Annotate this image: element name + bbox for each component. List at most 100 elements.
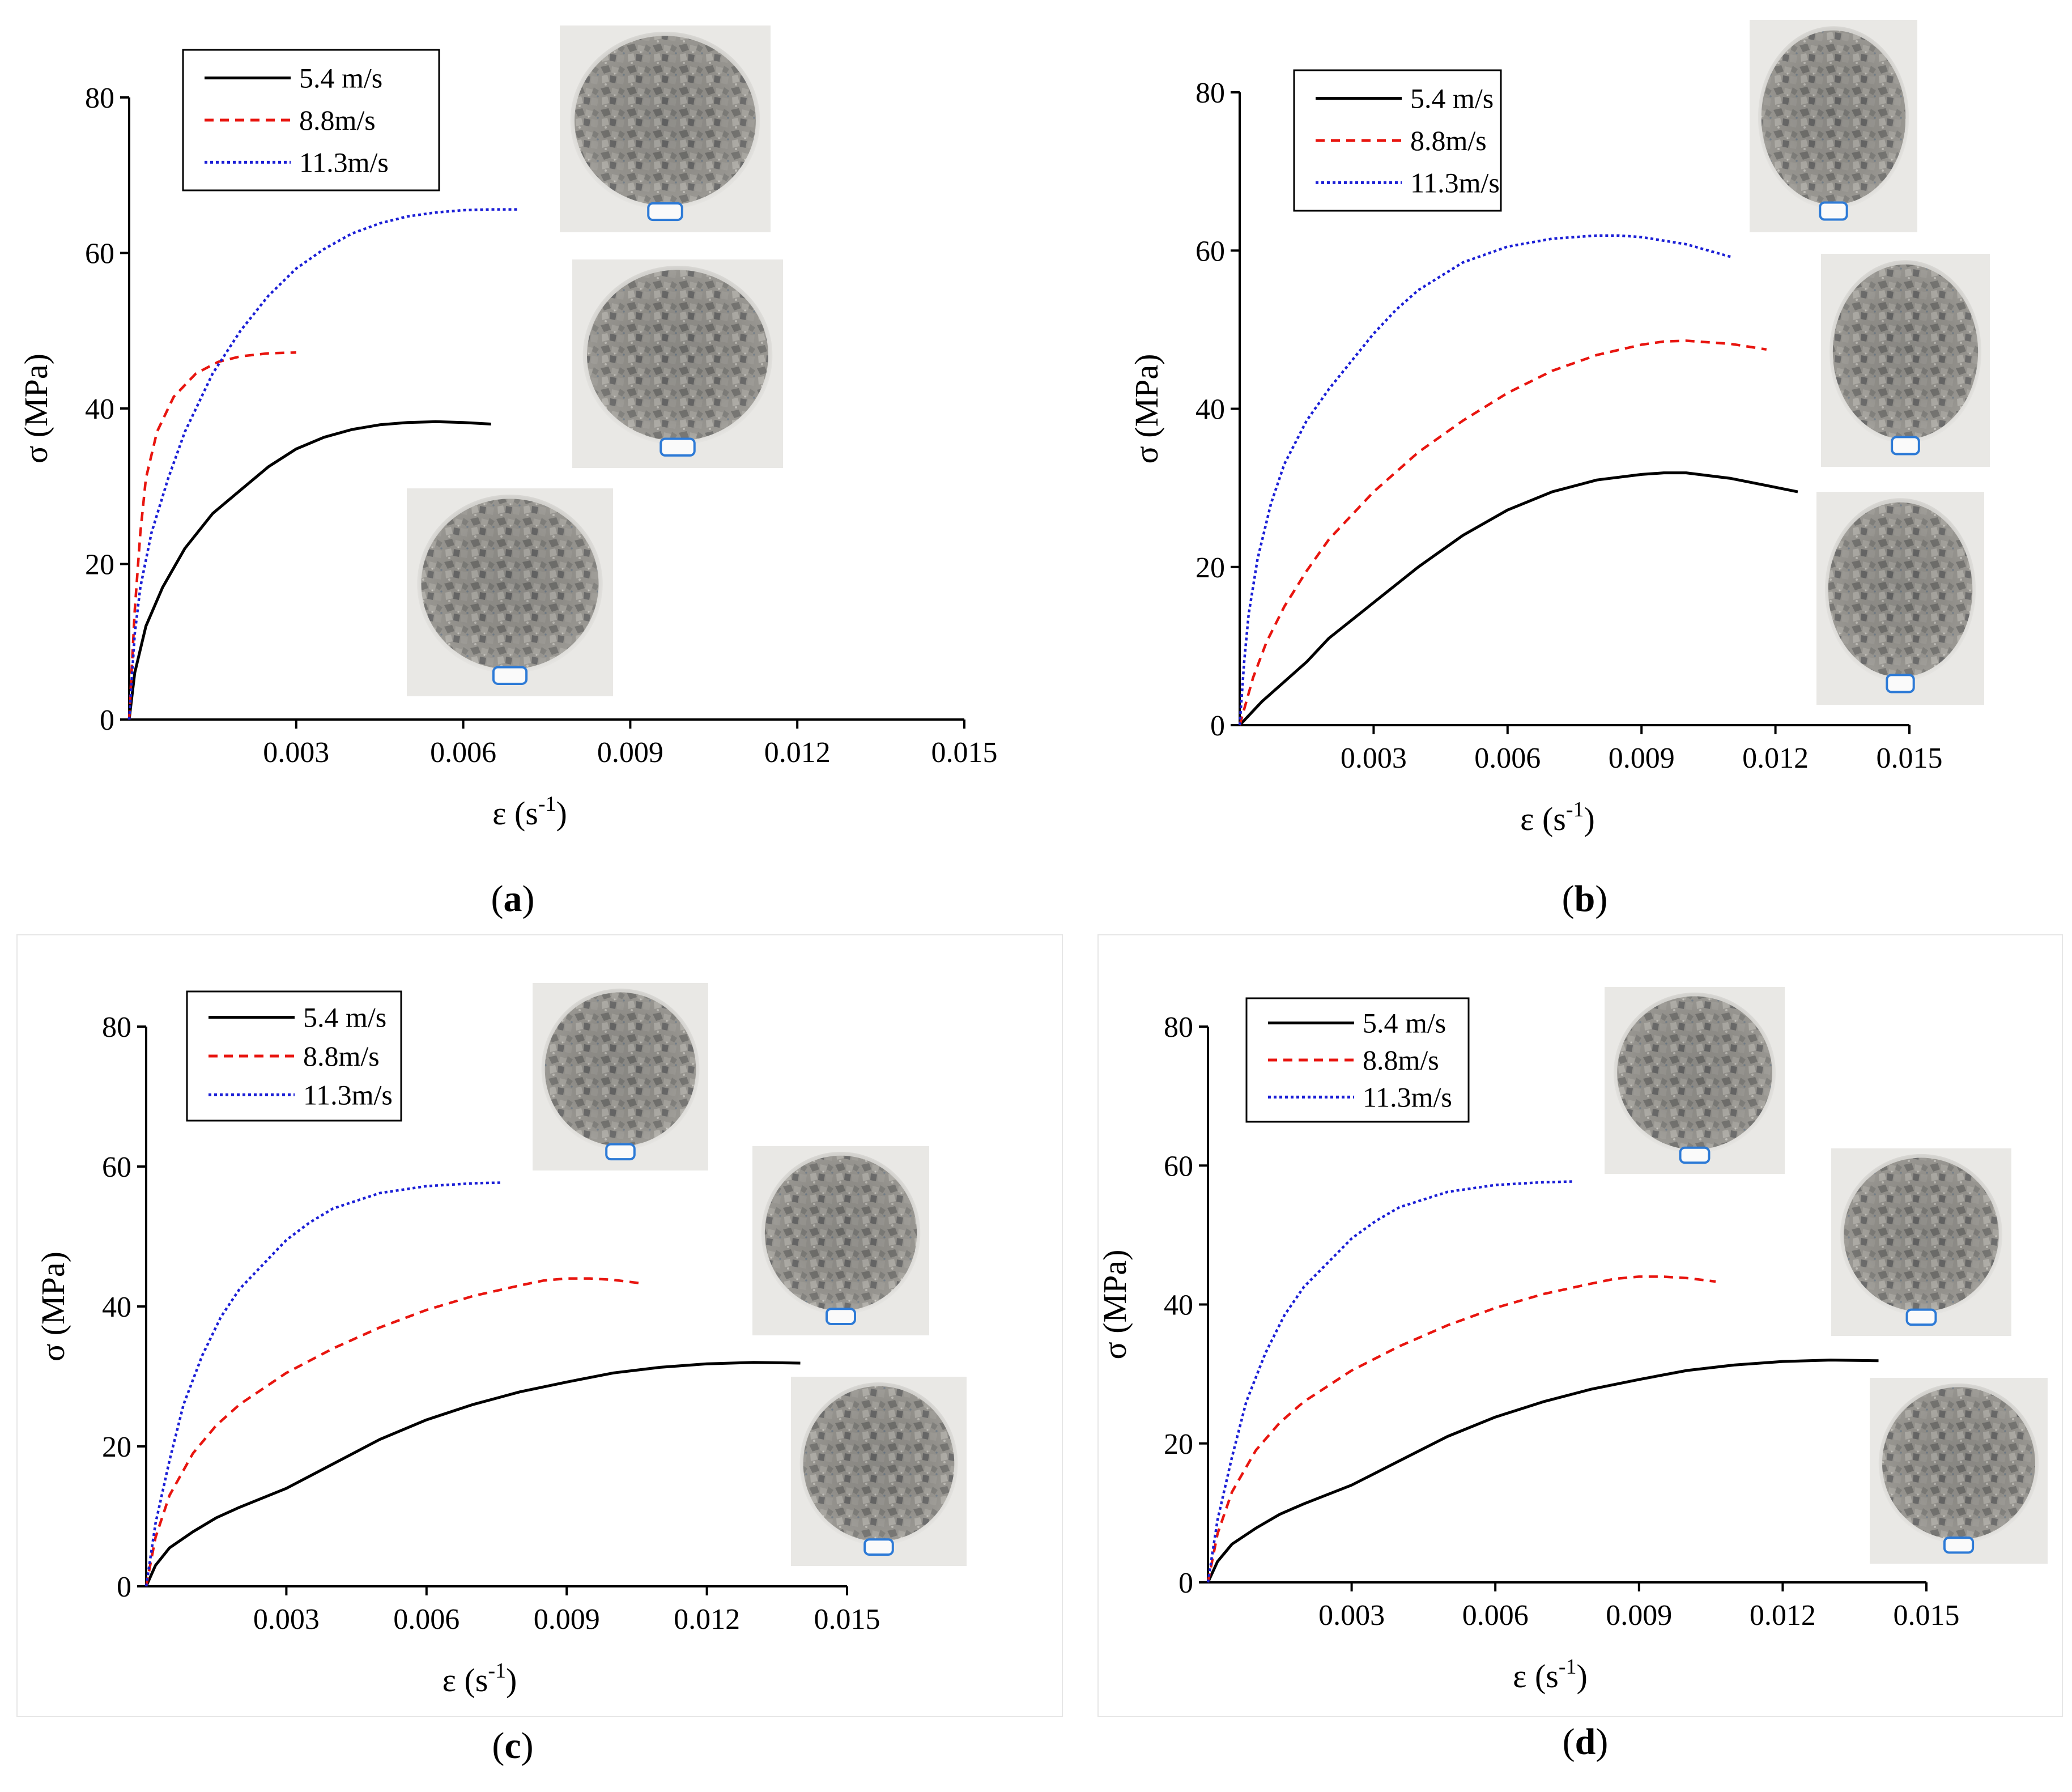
sample-tag — [1819, 201, 1848, 221]
legend-label: 5.4 m/s — [1363, 1007, 1446, 1039]
chart-panel-a: 0 20 40 60 80 0.003 0.006 0.009 0.012 0.015 ε (s-1… — [18, 25, 998, 920]
series-line — [1206, 1359, 1879, 1584]
y-tick-label: 80 — [1195, 77, 1225, 109]
rock-sample-photo — [533, 983, 708, 1170]
panel-frame — [1097, 934, 2063, 1717]
x-axis-title: ε (s-1) — [443, 1659, 517, 1699]
series-line — [1206, 1275, 1716, 1583]
x-tick-label: 0.012 — [764, 737, 831, 769]
x-tick-label: 0.009 — [1606, 1599, 1672, 1632]
x-tick-label: 0.003 — [263, 737, 329, 769]
rock-sample-photo — [791, 1377, 967, 1566]
sample-tag — [647, 202, 683, 222]
y-tick-label: 40 — [85, 393, 114, 425]
x-tick-label: 0.003 — [253, 1603, 320, 1636]
x-tick-label: 0.003 — [1341, 742, 1407, 774]
y-axis-title: σ (MPa) — [35, 1252, 71, 1361]
legend-label: 11.3m/s — [299, 146, 389, 178]
legend-label: 11.3m/s — [303, 1079, 393, 1110]
legend-label: 8.8m/s — [1363, 1044, 1439, 1076]
y-tick-label: 60 — [85, 238, 114, 270]
series-line — [144, 1181, 501, 1587]
panel-label: (a) — [491, 878, 535, 920]
x-tick-label: 0.006 — [393, 1603, 460, 1636]
panel-label: (c) — [492, 1725, 533, 1767]
x-tick-label: 0.003 — [1318, 1599, 1385, 1632]
rock-sample-photo — [1605, 987, 1785, 1174]
y-tick-label: 20 — [1195, 552, 1225, 584]
sample-tag — [1886, 674, 1915, 693]
chart-panel-c: 0 20 40 60 80 0.003 0.006 0.009 0.012 0.015 ε (s-1… — [16, 934, 1063, 1767]
x-axis-title: ε (s-1) — [1520, 798, 1595, 837]
x-tick-label: 0.012 — [674, 1603, 740, 1636]
y-tick-label: 40 — [102, 1291, 131, 1323]
y-tick-label: 60 — [1195, 235, 1225, 267]
y-tick-label: 0 — [100, 704, 114, 737]
sample-tag — [863, 1538, 894, 1556]
series-line — [1239, 471, 1798, 726]
panel-frame — [16, 934, 1063, 1717]
series-line — [144, 1361, 801, 1587]
x-tick-label: 0.009 — [1609, 742, 1675, 774]
sample-tag — [492, 666, 528, 685]
chart-panel-d: 0 20 40 60 80 0.003 0.006 0.009 0.012 0.015 ε (s-1… — [1096, 934, 2063, 1763]
x-tick-label: 0.006 — [1474, 742, 1541, 774]
y-tick-label: 80 — [102, 1011, 131, 1044]
y-tick-label: 20 — [85, 549, 114, 581]
series-line — [1238, 234, 1731, 726]
y-axis-title: σ (MPa) — [1096, 1250, 1133, 1360]
y-tick-label: 80 — [1164, 1011, 1193, 1044]
sample-tag — [1905, 1308, 1937, 1326]
legend-label: 8.8m/s — [1410, 125, 1487, 156]
rock-sample-photo — [1821, 254, 1990, 467]
y-tick-label: 0 — [117, 1571, 131, 1603]
sample-tag — [660, 437, 696, 457]
legend-label: 5.4 m/s — [299, 62, 382, 94]
panel-label: (d) — [1563, 1721, 1609, 1763]
sample-tag — [605, 1143, 636, 1161]
rock-sample-photo — [560, 25, 771, 232]
x-tick-label: 0.006 — [1462, 1599, 1529, 1632]
y-tick-label: 40 — [1195, 394, 1225, 426]
x-tick-label: 0.015 — [1877, 742, 1943, 774]
chart-panel-b: 0 20 40 60 80 0.003 0.006 0.009 0.012 0.015 ε (s-1… — [1128, 20, 1990, 920]
series-line — [127, 351, 296, 720]
y-tick-label: 80 — [85, 82, 114, 114]
x-tick-label: 0.015 — [931, 737, 998, 769]
sample-tag — [826, 1308, 856, 1325]
rock-sample-photo — [1750, 20, 1917, 232]
y-tick-label: 0 — [1178, 1567, 1193, 1599]
legend-label: 11.3m/s — [1363, 1081, 1452, 1113]
y-tick-label: 60 — [1164, 1150, 1193, 1182]
y-tick-label: 0 — [1210, 710, 1225, 742]
sample-tag — [1943, 1536, 1975, 1554]
x-tick-label: 0.015 — [1894, 1599, 1960, 1632]
legend-label: 8.8m/s — [299, 104, 376, 136]
rock-sample-photo — [1816, 492, 1984, 705]
y-axis-title: σ (MPa) — [18, 354, 54, 463]
rock-sample-photo — [407, 488, 613, 696]
legend-label: 8.8m/s — [303, 1040, 380, 1072]
x-axis-title: ε (s-1) — [1513, 1655, 1588, 1695]
x-tick-label: 0.012 — [1750, 1599, 1816, 1632]
rock-sample-photo — [572, 259, 783, 468]
y-tick-label: 20 — [102, 1431, 131, 1463]
x-tick-label: 0.006 — [430, 737, 496, 769]
x-axis-title: ε (s-1) — [492, 792, 567, 832]
rock-sample-photo — [1831, 1148, 2011, 1336]
panel-label: (b) — [1562, 878, 1608, 920]
series-line — [144, 1277, 642, 1587]
x-tick-label: 0.015 — [814, 1603, 880, 1636]
y-tick-label: 20 — [1164, 1428, 1193, 1461]
legend-label: 11.3m/s — [1410, 167, 1500, 198]
series-line — [1238, 339, 1767, 726]
sample-tag — [1891, 436, 1920, 456]
x-tick-label: 0.009 — [597, 737, 663, 769]
y-tick-label: 40 — [1164, 1289, 1193, 1322]
x-tick-label: 0.009 — [534, 1603, 600, 1636]
series-line — [127, 420, 491, 720]
rock-sample-photo — [752, 1146, 929, 1335]
legend-label: 5.4 m/s — [303, 1002, 386, 1033]
x-tick-label: 0.012 — [1742, 742, 1809, 774]
